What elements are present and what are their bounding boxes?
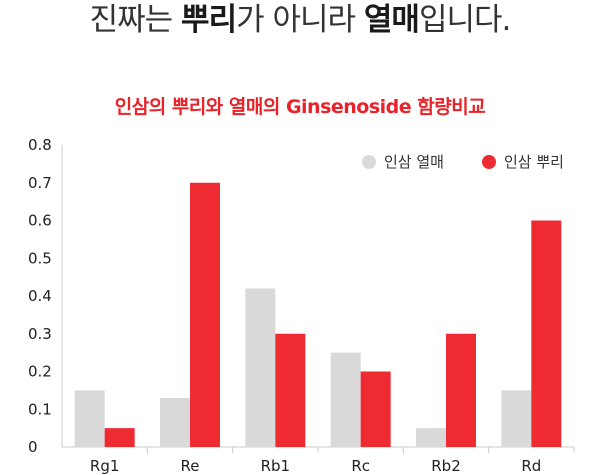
x-tick-label: Rb1 (261, 457, 291, 475)
y-axis: 0 0.1 0.2 0.3 0.4 0.5 0.6 0.7 0.8 (28, 136, 63, 456)
x-tick-label: Rg1 (90, 457, 120, 475)
legend-label: 인삼 뿌리 (504, 153, 564, 171)
bar-rb2-series-1 (416, 428, 446, 447)
bar-rc-series-2 (360, 371, 391, 447)
headline-highlight-root: 뿌리 (181, 2, 237, 38)
y-tick-label: 0.8 (28, 136, 52, 154)
headline-text-1: 진짜는 (89, 2, 182, 38)
headline-text-2: 가 아니라 (236, 2, 364, 38)
bar-rb1-series-1 (245, 288, 276, 447)
page-headline: 진짜는 뿌리가 아니라 열매입니다. (0, 0, 600, 40)
headline-text-3: 입니다. (418, 2, 511, 38)
bar-rg1-series-1 (74, 390, 105, 447)
y-tick-label: 0.3 (28, 325, 52, 343)
x-tick-label: Rd (521, 457, 541, 475)
y-tick-label: 0.1 (28, 400, 52, 418)
y-tick-label: 0.6 (28, 212, 52, 230)
x-tick-label: Re (181, 457, 200, 475)
chart-title: 인삼의 뿌리와 열매의 Ginsenoside 함량비교 (114, 96, 486, 118)
bar-rg1-series-2 (104, 428, 135, 447)
y-tick-label: 0.2 (28, 363, 52, 381)
y-tick-label: 0.7 (28, 174, 52, 192)
x-axis: Rg1 Re Rb1 Rc Rb2 Rd (62, 446, 575, 475)
bar-re-series-1 (160, 397, 190, 447)
x-tick-label: Rb2 (431, 457, 461, 475)
bar-rd-series-1 (501, 390, 532, 447)
headline-highlight-fruit: 열매 (363, 2, 420, 38)
bar-rc-series-1 (330, 352, 361, 447)
y-tick-label: 0.4 (28, 287, 52, 305)
legend-marker (482, 155, 496, 169)
bar-rd-series-2 (531, 220, 562, 447)
y-tick-label: 0 (28, 438, 38, 456)
legend: 인삼 열매 인삼 뿌리 (362, 153, 564, 171)
y-tick-label: 0.5 (28, 249, 52, 267)
legend-label: 인삼 열매 (384, 153, 444, 171)
legend-marker (362, 155, 376, 169)
bars (74, 182, 562, 447)
x-tick-label: Rc (351, 457, 370, 475)
bar-re-series-2 (190, 182, 220, 447)
bar-rb1-series-2 (275, 333, 306, 447)
bar-rb2-series-2 (446, 333, 476, 447)
